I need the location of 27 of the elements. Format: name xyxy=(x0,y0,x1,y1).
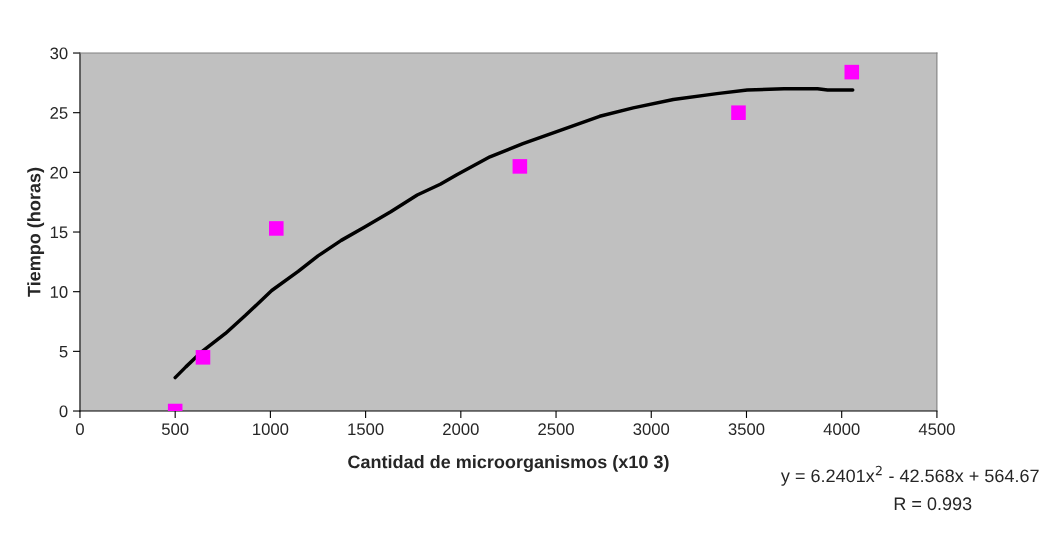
x-tick-label: 4500 xyxy=(918,423,955,436)
y-tick-label: 30 xyxy=(50,47,68,60)
x-tick-label: 1000 xyxy=(253,423,289,436)
x-tick-label: 2500 xyxy=(538,423,574,436)
x-axis-title: Cantidad de microorganismos (x10 3) xyxy=(348,455,669,472)
x-tick-label: 0 xyxy=(75,423,84,436)
point xyxy=(269,221,284,236)
point xyxy=(731,105,746,120)
text: R = 0.993 xyxy=(894,497,972,511)
point xyxy=(512,159,528,174)
x-tick-label: 4000 xyxy=(823,423,860,436)
y-tick-label: 0 xyxy=(59,405,68,418)
x-tick-label: 1500 xyxy=(348,423,384,436)
line-series xyxy=(173,87,855,380)
text: y = 6.2401x$^{2}$ - 42.568x + 564.67 xyxy=(780,465,1039,486)
x-tick-label: 3000 xyxy=(633,423,670,436)
point xyxy=(195,350,211,365)
x-tick-label: 500 xyxy=(161,423,189,436)
point xyxy=(844,64,860,80)
y-tick-label: 25 xyxy=(50,107,68,119)
y-tick-label: 5 xyxy=(59,345,68,358)
x-tick-label: 3500 xyxy=(728,423,765,436)
y-tick-label: 20 xyxy=(50,166,68,179)
y-tick-label: 15 xyxy=(50,226,68,239)
y-tick-label: 10 xyxy=(50,286,68,298)
x-tick-label: 2000 xyxy=(443,423,479,436)
y-axis-title: Tiempo (horas) xyxy=(27,167,45,297)
